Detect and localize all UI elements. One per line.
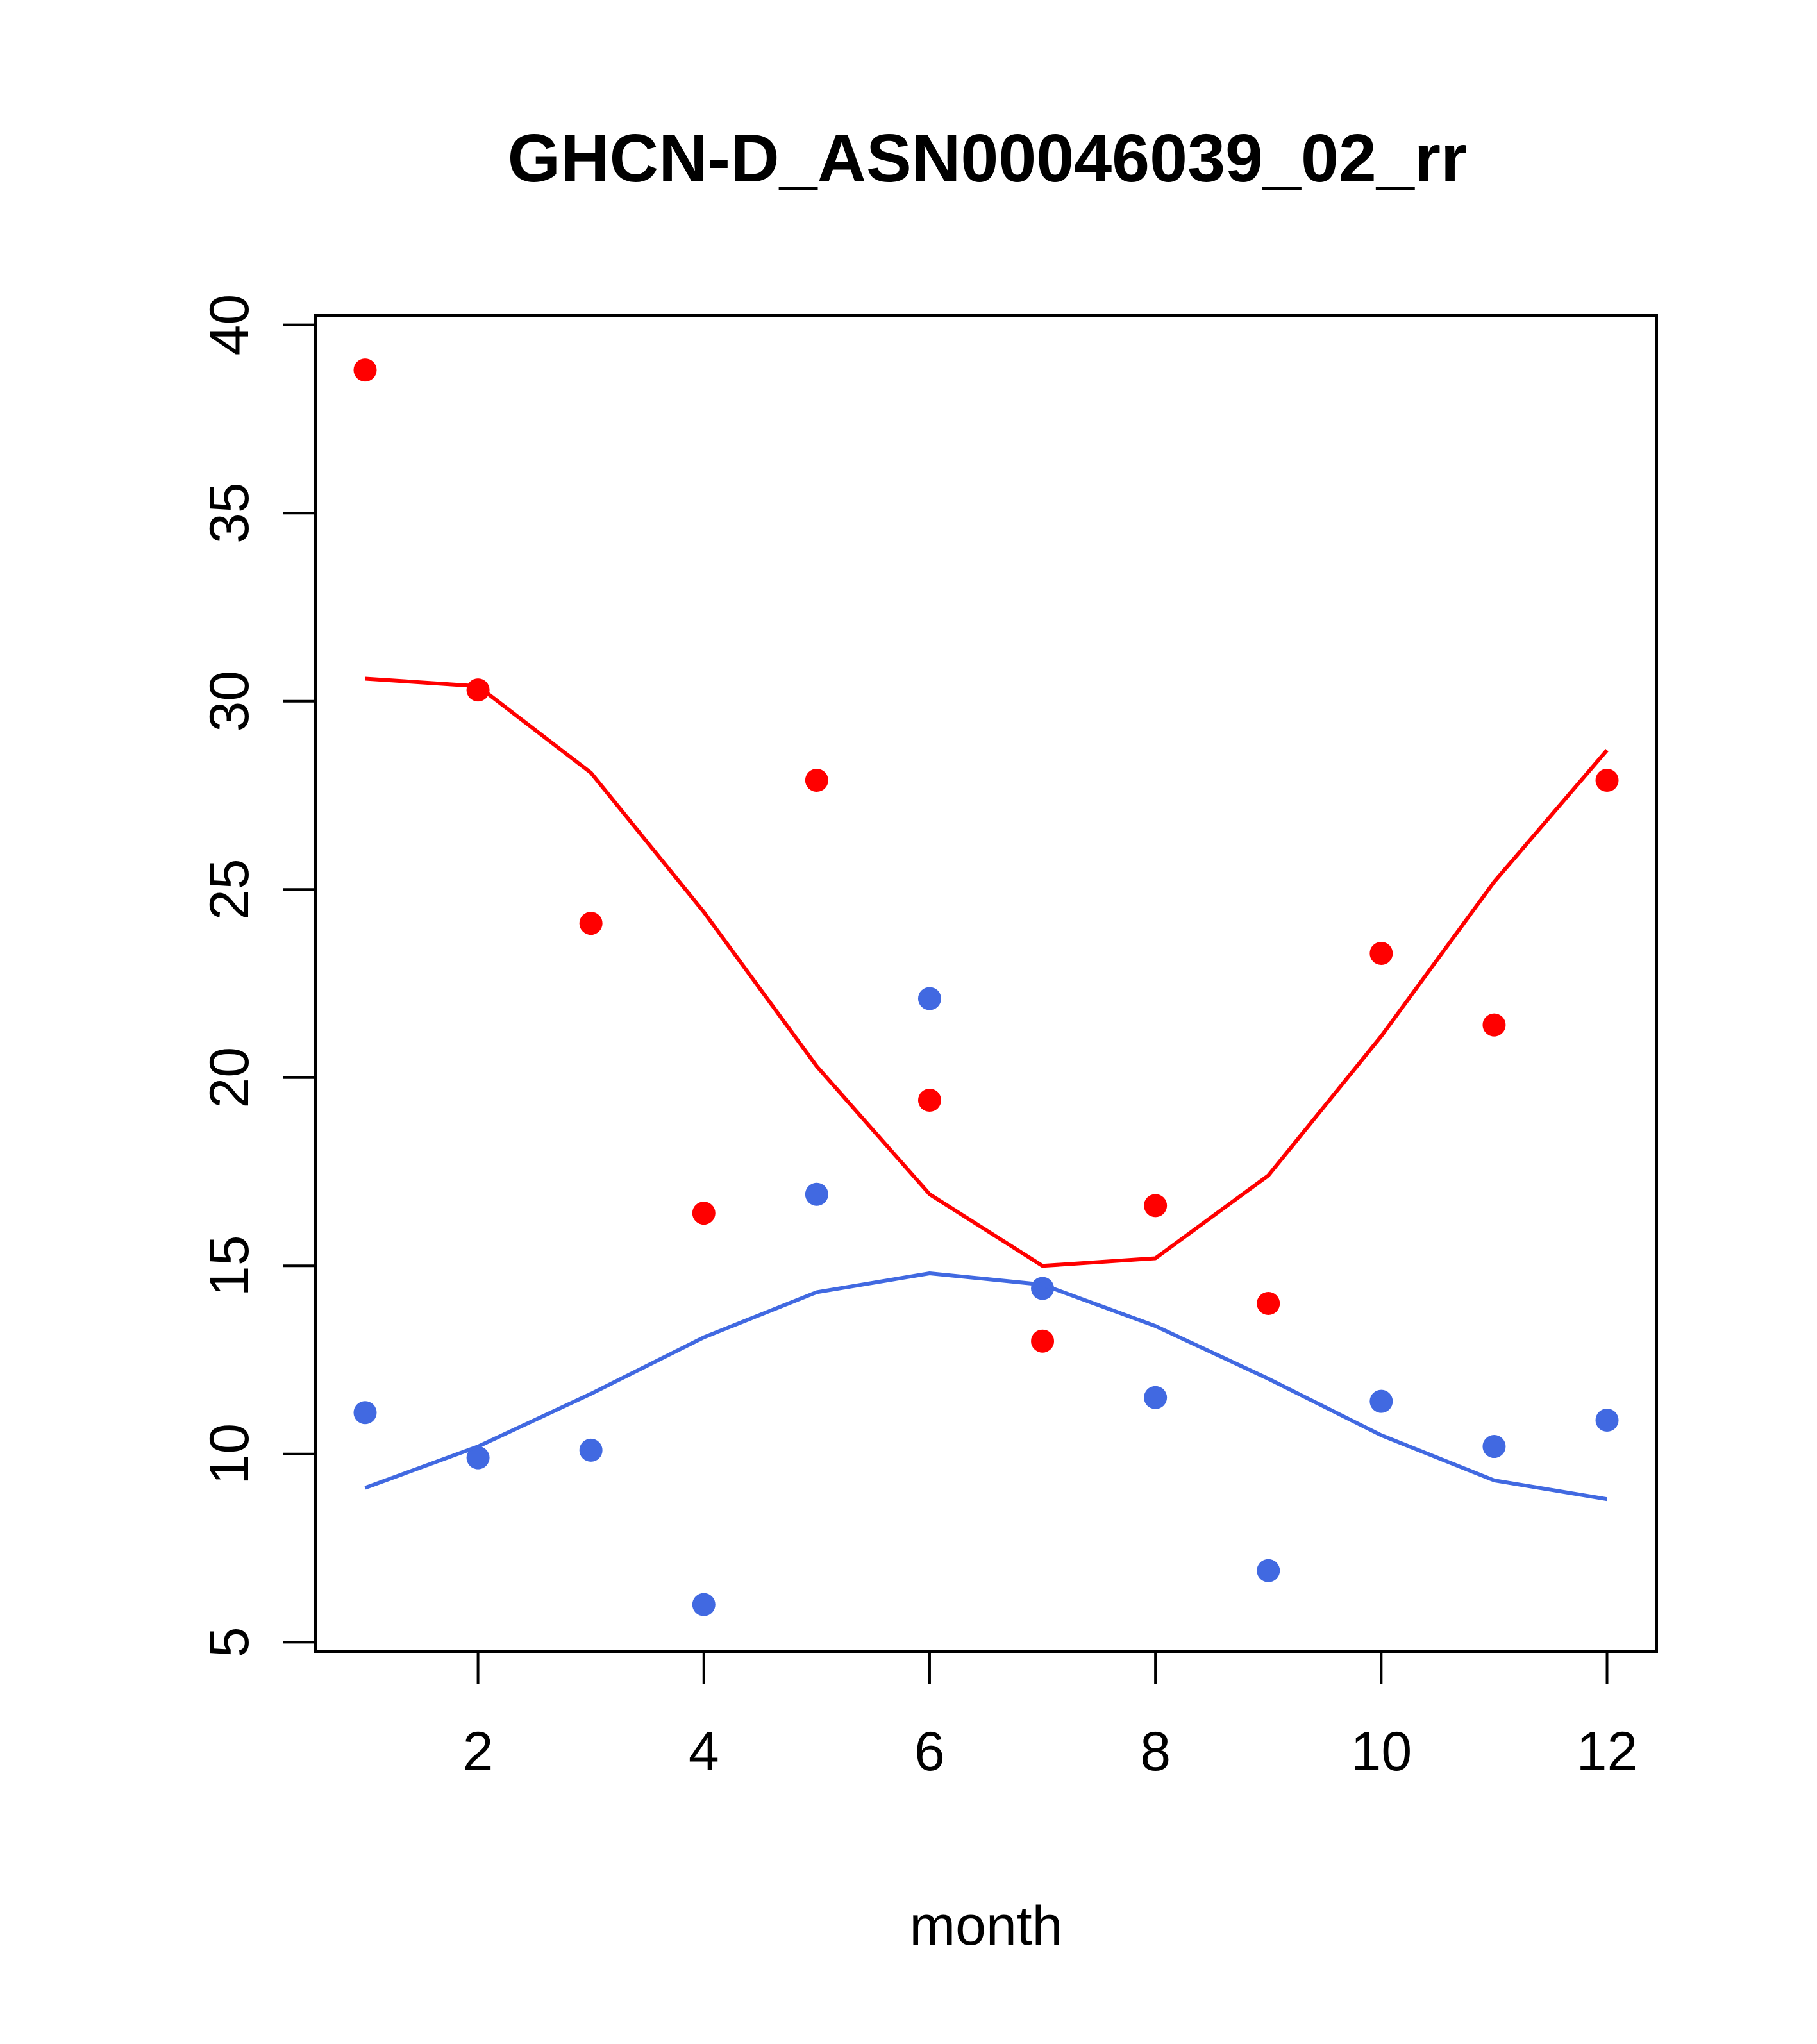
series-0-point [1369, 942, 1393, 966]
series-0-point [579, 912, 603, 935]
series-0-point [1595, 768, 1619, 792]
y-axis: 5 10 15 20 25 30 35 40 [199, 294, 317, 1657]
x-tick-label: 12 [1577, 1721, 1638, 1782]
series-2-point [1595, 1408, 1619, 1432]
y-tick-label: 25 [199, 859, 260, 920]
x-tick-label: 10 [1350, 1721, 1412, 1782]
series-1-line [365, 676, 1609, 1268]
series-layer [353, 358, 1619, 1616]
x-tick-label: 4 [689, 1721, 719, 1782]
series-2-point [353, 1401, 377, 1425]
y-tick-label: 30 [199, 671, 260, 732]
y-tick-label: 35 [199, 482, 260, 544]
series-0-point [1031, 1329, 1055, 1353]
y-tick-label: 5 [199, 1627, 260, 1657]
chart-title: GHCN-D_ASN00046039_02_rr [508, 121, 1468, 196]
series-2-point [917, 987, 941, 1010]
series-3-line [364, 1271, 1607, 1502]
series-0-point [1482, 1013, 1506, 1037]
series-2-point [466, 1446, 490, 1470]
series-2-point [1257, 1559, 1280, 1582]
x-axis-label: month [909, 1895, 1062, 1957]
x-axis: 2 4 6 8 10 12 [463, 1650, 1638, 1782]
x-tick-label: 2 [463, 1721, 494, 1782]
series-0-point [353, 358, 377, 382]
series-0-point [805, 768, 828, 792]
y-tick-label: 40 [199, 294, 260, 356]
x-tick-label: 6 [914, 1721, 945, 1782]
x-tick-label: 8 [1140, 1721, 1171, 1782]
series-2-point [579, 1438, 603, 1462]
series-2-point [1482, 1435, 1506, 1459]
series-0-point [917, 1088, 941, 1112]
series-2-point [1369, 1389, 1393, 1413]
series-0-point [1144, 1194, 1168, 1218]
series-0-point [692, 1202, 716, 1225]
series-2-point [1144, 1386, 1168, 1409]
series-2-point [692, 1593, 716, 1616]
y-tick-label: 15 [199, 1235, 260, 1296]
series-0-point [1257, 1291, 1280, 1315]
series-2-point [805, 1182, 828, 1206]
y-tick-label: 10 [199, 1423, 260, 1485]
y-tick-label: 20 [199, 1047, 260, 1109]
